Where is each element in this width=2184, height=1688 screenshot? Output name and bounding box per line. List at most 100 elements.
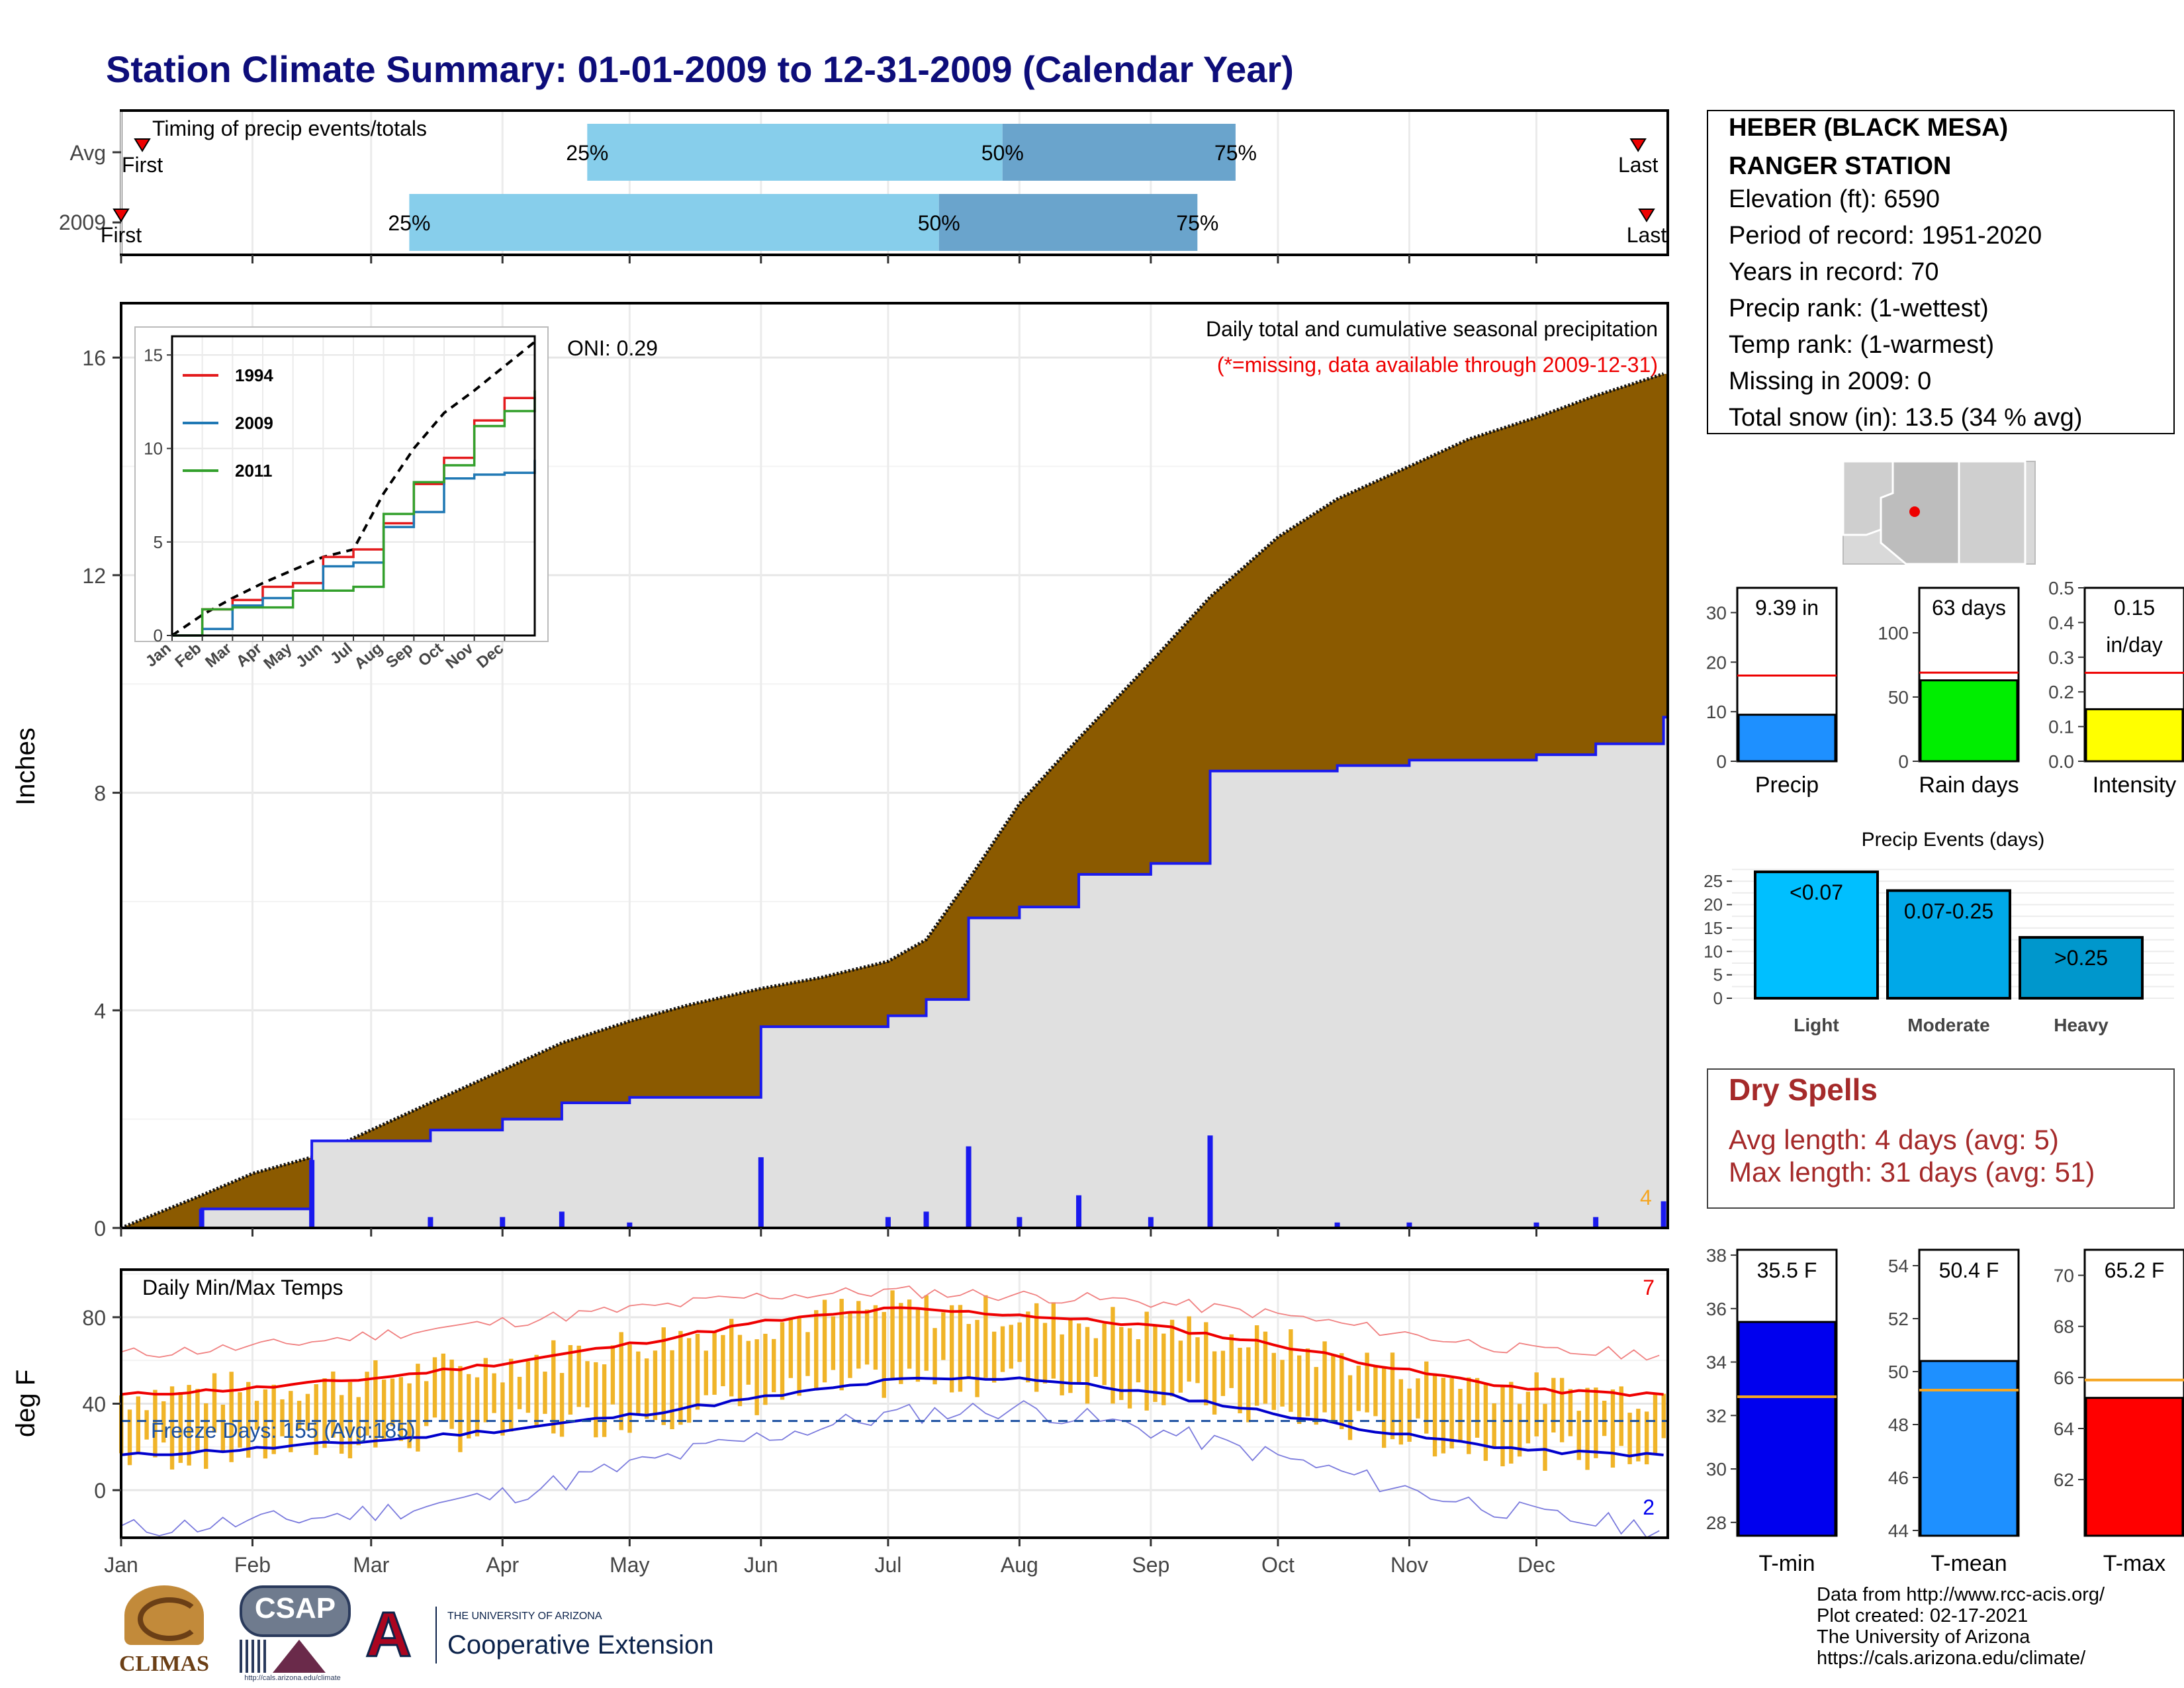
daily-temp-range-bar [1627, 1413, 1632, 1464]
daily-temp-range-bar [1585, 1387, 1590, 1470]
daily-temp-range-bar [1568, 1389, 1573, 1436]
daily-temp-range-bar [1204, 1322, 1208, 1405]
temp-bar-value [1919, 1360, 2019, 1537]
temp-bar-value-label: 50.4 F [1939, 1258, 1999, 1282]
daily-temp-range-bar [1127, 1328, 1132, 1409]
precip-events-ytick-label: 10 [1704, 941, 1723, 961]
climas-swirl-icon [138, 1597, 201, 1641]
daily-temp-range-bar [1297, 1355, 1302, 1425]
temp-bar-ytick-label: 46 [1888, 1468, 1909, 1488]
footer-data-source: Data from http://www.rcc-acis.org/ [1817, 1584, 2105, 1605]
temp-bar-label: T-min [1759, 1551, 1815, 1576]
csap-cloud-icon [240, 1585, 351, 1637]
daily-temp-range-bar [1661, 1393, 1666, 1438]
timing-row-label-2009: 2009 [59, 211, 106, 234]
timing-first-label: First [122, 153, 163, 177]
daily-temp-range-bar [246, 1382, 251, 1458]
daily-temp-range-bar [958, 1305, 963, 1392]
daily-temp-range-bar [1254, 1325, 1259, 1406]
daily-temp-range-bar [543, 1372, 547, 1414]
daily-temp-range-bar [1416, 1378, 1420, 1419]
daily-temp-range-bar [509, 1358, 514, 1432]
month-label: Dec [1518, 1553, 1555, 1577]
inset-bg [134, 326, 549, 642]
daily-precip-bar [1406, 1222, 1412, 1228]
temp-summary-bars: 28 30 32 34 36 38 35.5 F T-min 44 46 48 50 52 54 50.4 … [1706, 1245, 2184, 1576]
daily-temp-range-bar [729, 1319, 734, 1397]
temp-count-min: 2 [1643, 1495, 1655, 1519]
daily-temp-range-bar [1467, 1377, 1471, 1454]
daily-temp-range-bar [1365, 1352, 1369, 1413]
freeze-days-label: Freeze Days: 155 (Avg:185) [151, 1419, 416, 1442]
daily-temp-range-bar [712, 1332, 717, 1395]
daily-temp-range-bar [653, 1350, 658, 1421]
inset-ytick-label: 15 [144, 345, 163, 365]
daily-temp-range-bar [483, 1358, 488, 1423]
daily-temp-range-bar [991, 1331, 997, 1383]
summary-bar-value [1919, 679, 2019, 763]
daily-temp-range-bar [432, 1357, 437, 1418]
month-label: Jan [104, 1553, 138, 1577]
dry-spells-avg: Avg length: 4 days (avg: 5) [1729, 1124, 2059, 1155]
summary-bar-ytick-label: 0 [1898, 751, 1909, 772]
precip-events-title: Precip Events (days) [1862, 829, 2045, 851]
precip-ytick-label: 8 [94, 782, 106, 806]
daily-precip-bar [966, 1146, 972, 1228]
precip-events-category: Heavy [2054, 1015, 2109, 1035]
precip-events-bar-label: 0.07-0.25 [1904, 899, 1993, 923]
daily-temp-range-bar [1619, 1386, 1623, 1446]
summary-bar-ytick-label: 100 [1878, 623, 1909, 643]
daily-temp-range-bar [1042, 1323, 1048, 1383]
daily-temp-range-bar [1543, 1403, 1547, 1471]
month-label: May [610, 1553, 649, 1577]
precip-ytick-label: 12 [82, 564, 106, 588]
daily-temp-range-bar [153, 1389, 158, 1458]
daily-temp-range-bar [1458, 1389, 1463, 1442]
daily-precip-bar [500, 1217, 506, 1228]
precip-events-bar [1754, 870, 1879, 1000]
station-missing: Missing in 2009: 0 [1729, 367, 1931, 395]
daily-temp-range-bar [467, 1374, 471, 1439]
daily-temp-range-bar [1009, 1325, 1013, 1369]
temp-bar-value-label: 65.2 F [2105, 1258, 2165, 1282]
climas-wordmark: CLIMAS [118, 1652, 210, 1676]
temp-bar-ytick-label: 38 [1706, 1245, 1727, 1266]
precip-ytick-label: 16 [82, 346, 106, 370]
daily-temp-range-bar [949, 1305, 954, 1393]
daily-temp-range-bar [1525, 1391, 1531, 1444]
timing-q75-label: 75% [1214, 141, 1257, 165]
daily-temp-range-bar [1060, 1334, 1064, 1395]
summary-bar-ytick-label: 50 [1888, 687, 1909, 708]
daily-temp-range-bar [254, 1401, 259, 1430]
daily-precip-bar [309, 1160, 315, 1228]
map-new-mexico [1958, 460, 2026, 565]
daily-precip-bar [1076, 1195, 1082, 1228]
month-label: Aug [1001, 1553, 1038, 1577]
precip-ylabel: Inches [11, 727, 40, 806]
dry-spells-title: Dry Spells [1729, 1072, 1878, 1107]
precip-events-ytick-label: 25 [1704, 871, 1723, 891]
daily-temp-range-bar [1424, 1361, 1429, 1434]
cumulative-2009-line [121, 716, 1668, 1229]
daily-temp-range-bar [966, 1324, 971, 1378]
daily-temp-range-bar [882, 1311, 886, 1398]
daily-temp-range-bar [559, 1373, 565, 1437]
month-label: Sep [1132, 1553, 1169, 1577]
inset-line-2009 [172, 459, 536, 637]
daily-precip-bar [1207, 1135, 1213, 1228]
temp-bar-ytick-label: 54 [1888, 1256, 1909, 1276]
dry-spells-max: Max length: 31 days (avg: 51) [1729, 1156, 2095, 1188]
daily-temp-range-bar [534, 1354, 539, 1428]
summary-bar-value-label: 0.15 [2114, 596, 2155, 620]
station-elevation: Elevation (ft): 6590 [1729, 185, 1940, 213]
daily-temp-range-bar [1636, 1409, 1641, 1462]
daily-temp-range-bar [263, 1389, 268, 1459]
daily-temp-range-bar [695, 1333, 700, 1410]
daily-temp-range-bar [1153, 1325, 1158, 1402]
summary-bar-ytick-label: 0.2 [2048, 682, 2074, 702]
timing-q25-label: 25% [388, 211, 430, 235]
daily-temp-range-bar [1322, 1341, 1327, 1413]
precip-events-bar [1886, 889, 2011, 1000]
daily-temp-range-bar [1475, 1378, 1480, 1438]
